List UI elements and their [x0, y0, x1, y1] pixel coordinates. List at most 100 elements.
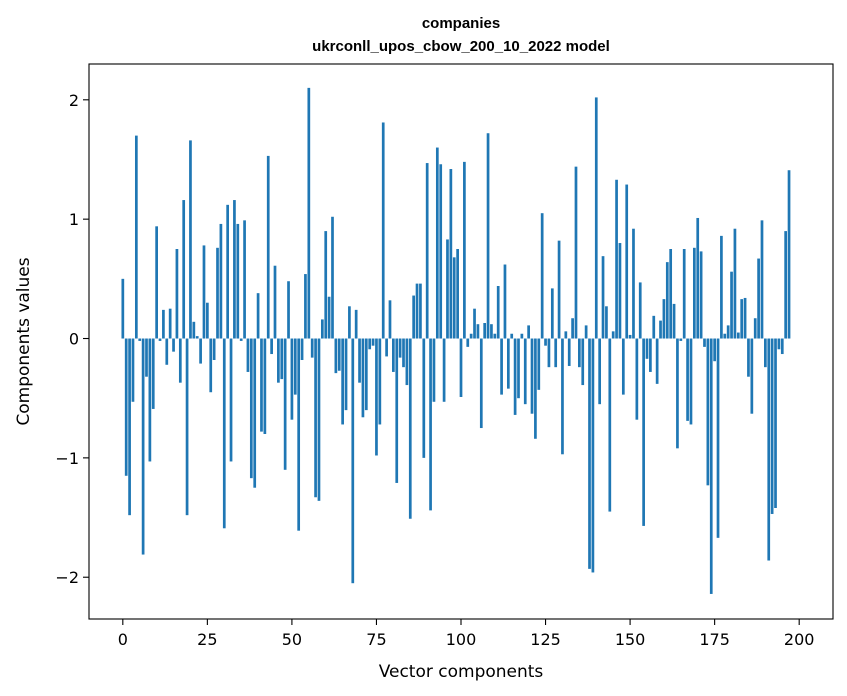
bar-137	[584, 325, 588, 339]
bar-123	[537, 338, 541, 390]
x-tick-label: 125	[530, 630, 561, 649]
bar-39	[253, 338, 257, 488]
bar-76	[378, 338, 382, 425]
bar-181	[733, 228, 737, 339]
bar-21	[192, 321, 196, 339]
chart-subtitle: ukrconll_upos_cbow_200_10_2022 model	[312, 38, 610, 55]
bar-131	[564, 331, 568, 339]
y-tick-label: 2	[69, 91, 79, 110]
bar-19	[185, 338, 189, 516]
y-axis-label: Components values	[14, 257, 34, 425]
bar-173	[706, 338, 710, 486]
bars-layer	[121, 87, 791, 594]
bar-190	[764, 338, 767, 368]
bar-54	[304, 274, 307, 339]
bar-63	[334, 338, 338, 374]
bar-95	[442, 338, 446, 402]
bar-162	[669, 249, 673, 339]
bar-144	[608, 338, 612, 512]
bar-121	[530, 338, 534, 414]
bar-9	[151, 338, 155, 409]
bar-172	[703, 338, 706, 347]
bar-56	[310, 338, 314, 358]
bar-12	[162, 309, 165, 339]
bar-113	[503, 264, 507, 339]
bar-161	[665, 262, 669, 339]
bar-107	[483, 323, 487, 339]
bar-184	[743, 297, 747, 339]
bar-51	[293, 338, 297, 395]
bar-180	[730, 271, 733, 339]
bar-150	[628, 334, 632, 339]
bar-14	[168, 308, 172, 339]
bar-127	[550, 288, 554, 339]
y-tick-label: −1	[55, 449, 79, 468]
bar-101	[463, 161, 466, 339]
x-tick-label: 175	[699, 630, 730, 649]
bar-11	[158, 338, 162, 341]
bar-149	[625, 184, 629, 339]
bar-128	[554, 338, 558, 368]
bar-141	[598, 338, 602, 405]
bar-78	[385, 338, 388, 357]
y-tick-label: 0	[69, 330, 79, 349]
bar-67	[348, 306, 351, 339]
bar-34	[236, 223, 240, 339]
bar-81	[395, 338, 399, 483]
bar-194	[777, 338, 781, 350]
bar-89	[422, 338, 426, 458]
bar-32	[229, 338, 233, 462]
bar-148	[621, 338, 625, 395]
bar-96	[446, 239, 449, 339]
bar-151	[632, 228, 635, 339]
bar-30	[222, 338, 226, 529]
bar-31	[226, 204, 230, 339]
x-tick-label: 25	[197, 630, 217, 649]
bar-49	[287, 281, 290, 339]
bar-61	[327, 296, 331, 339]
bar-3	[131, 338, 135, 402]
bar-55	[307, 87, 311, 339]
bar-99	[456, 249, 459, 339]
bar-84	[405, 338, 409, 386]
y-tick-label: −2	[55, 568, 79, 587]
x-tick-label: 150	[615, 630, 646, 649]
bar-57	[314, 338, 317, 498]
bar-145	[611, 331, 615, 339]
bar-6	[141, 338, 145, 555]
bar-197	[787, 170, 791, 339]
bar-87	[415, 283, 419, 339]
bar-27	[212, 338, 216, 360]
bar-176	[716, 338, 720, 538]
bar-52	[297, 338, 301, 531]
bar-42	[263, 338, 267, 434]
bar-47	[280, 338, 284, 380]
bar-139	[591, 338, 595, 573]
bar-23	[199, 338, 202, 364]
bar-152	[635, 338, 639, 420]
bar-64	[337, 338, 341, 371]
x-tick-label: 100	[446, 630, 477, 649]
bar-86	[412, 295, 416, 339]
bar-143	[605, 306, 608, 339]
bar-186	[750, 338, 754, 414]
bar-105	[476, 324, 480, 339]
x-tick-label: 75	[366, 630, 386, 649]
bar-103	[469, 333, 473, 339]
bar-178	[723, 333, 727, 339]
bar-189	[760, 220, 764, 339]
bar-40	[256, 293, 260, 339]
bar-28	[216, 247, 219, 339]
bar-98	[452, 257, 456, 339]
bar-26	[209, 338, 213, 393]
bar-36	[243, 220, 246, 339]
bar-155	[645, 338, 649, 359]
bar-142	[601, 256, 605, 339]
bar-140	[594, 97, 598, 339]
bar-88	[419, 283, 422, 339]
bar-8	[148, 338, 152, 462]
bar-169	[692, 247, 696, 339]
bar-158	[655, 338, 659, 384]
bar-60	[324, 231, 328, 339]
